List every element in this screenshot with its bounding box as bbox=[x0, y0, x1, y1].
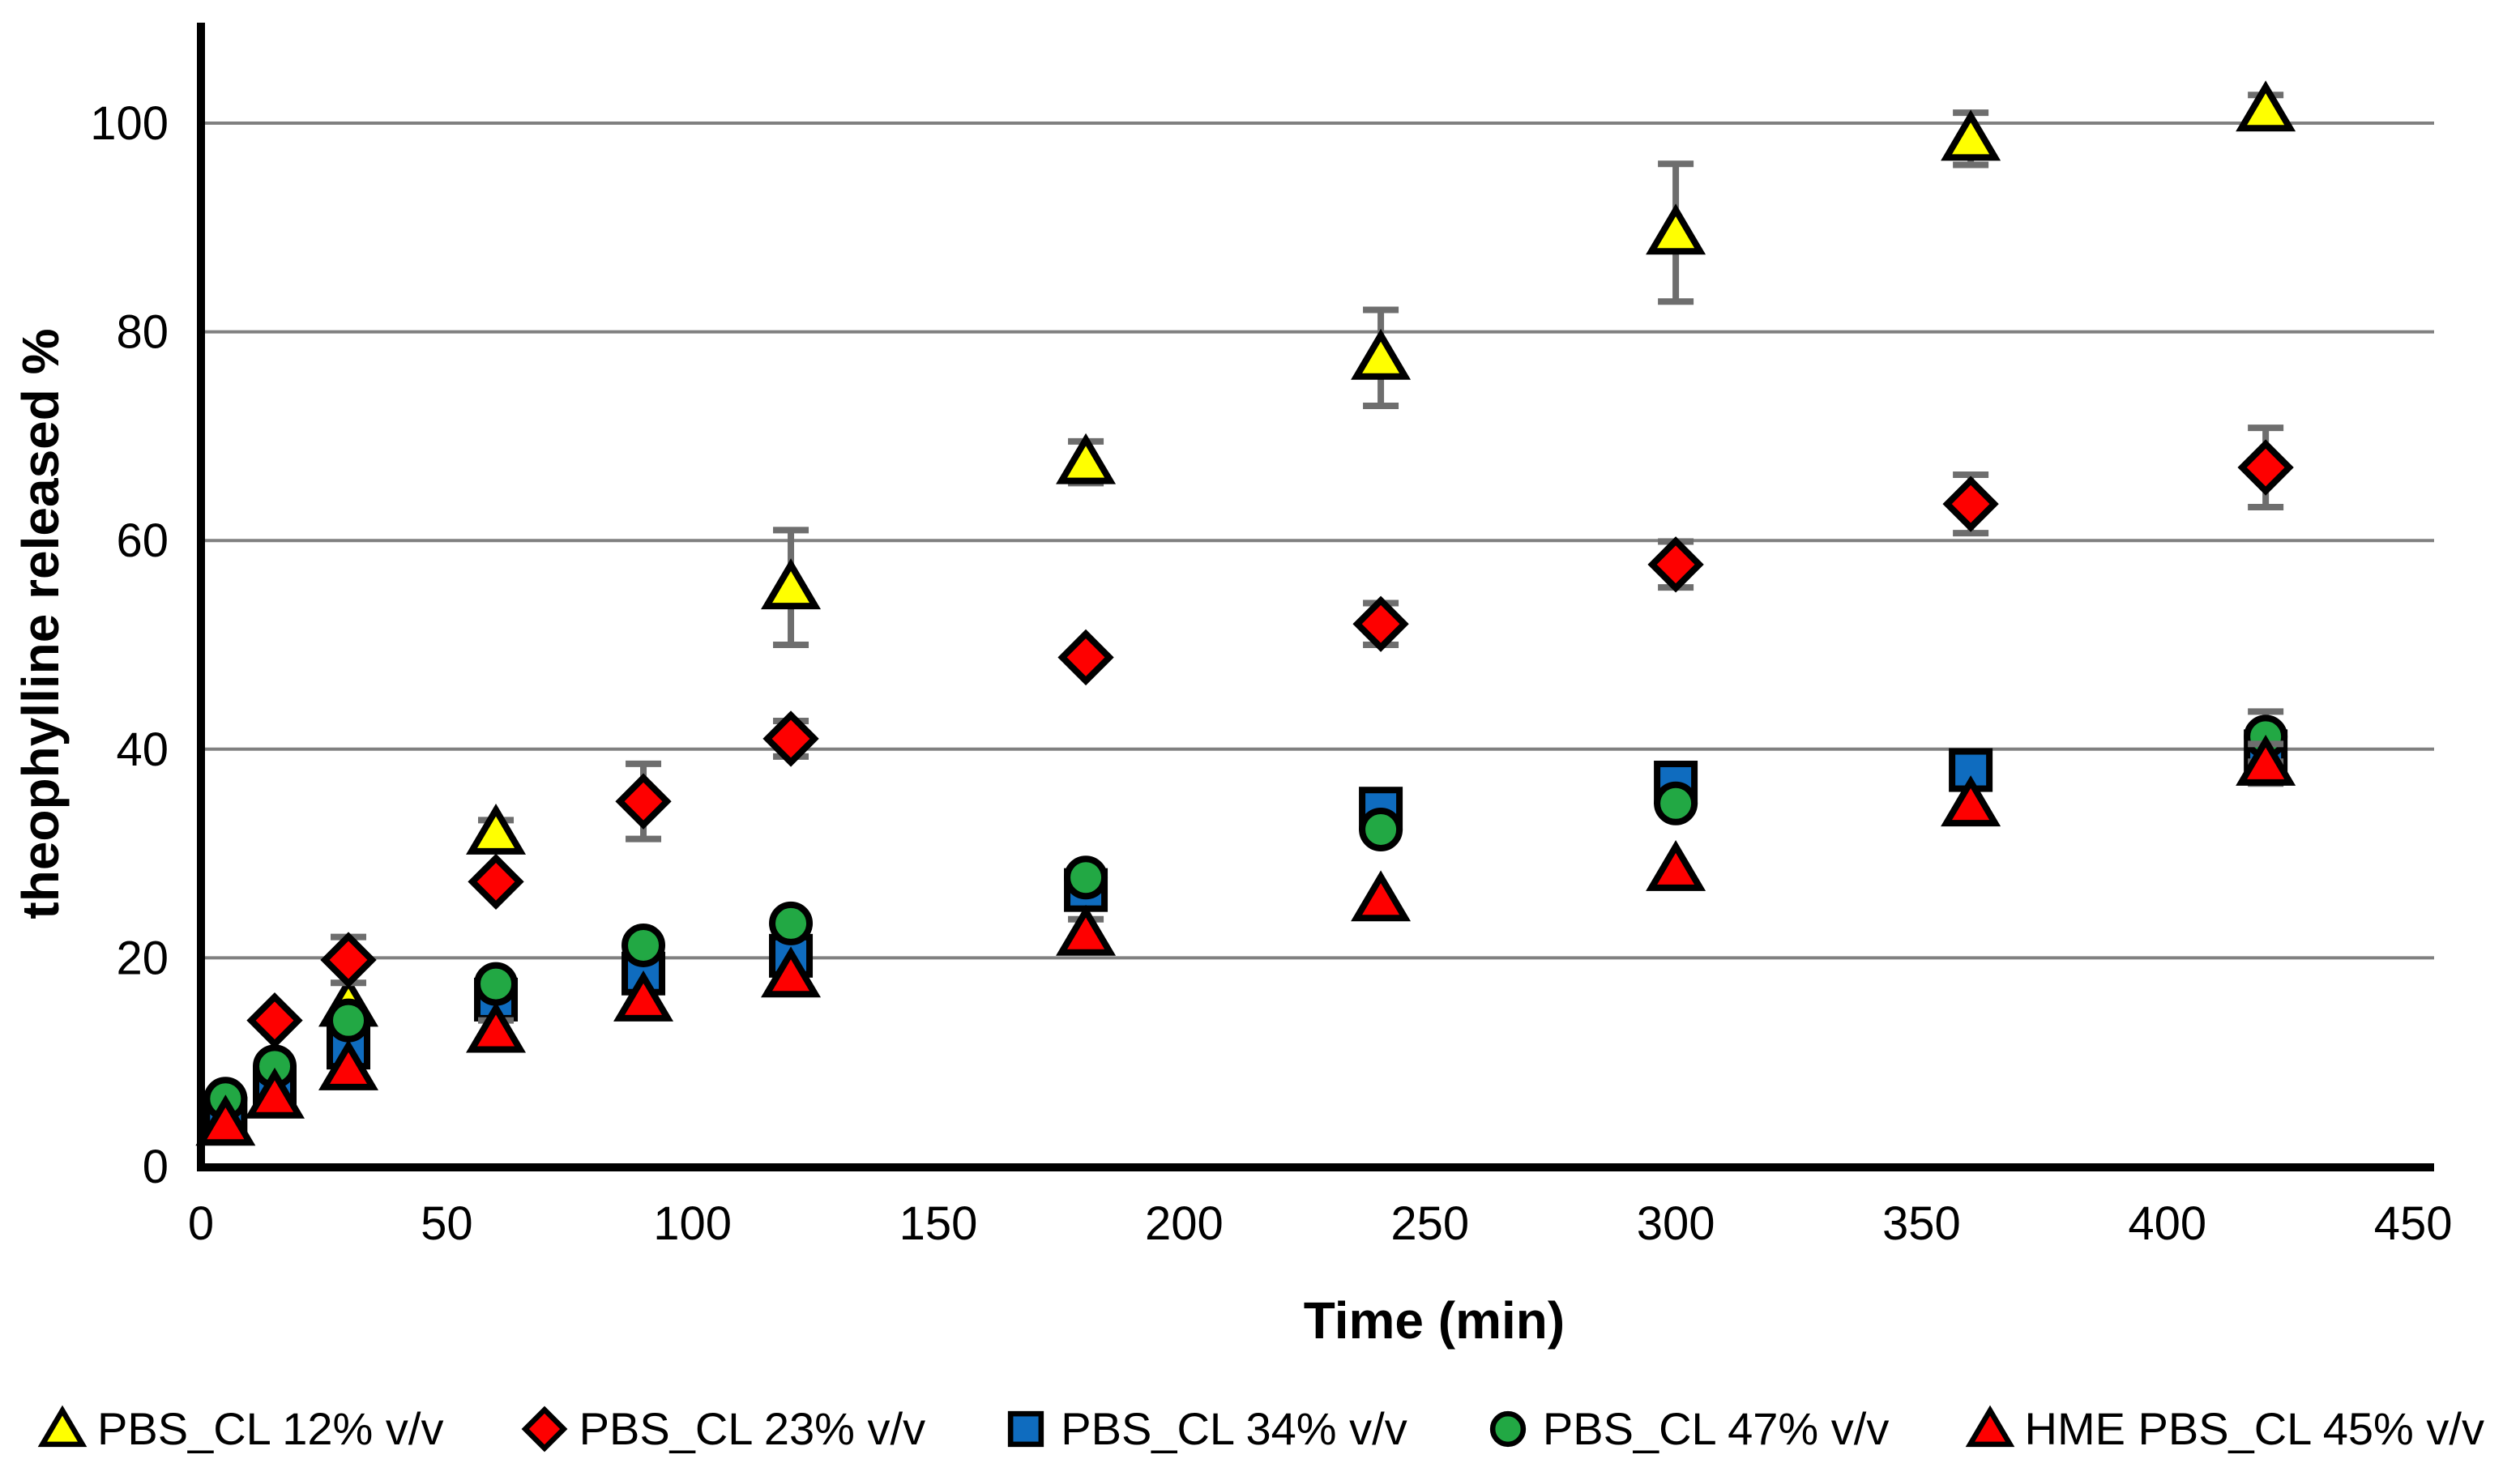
legend-marker-triangle-icon bbox=[37, 1405, 88, 1448]
data-point bbox=[195, 1094, 256, 1146]
y-axis-tick-labels: 0 20 40 60 80 100 bbox=[90, 97, 169, 1193]
series-hme-pbs-cl-45-v-v bbox=[195, 734, 2296, 1146]
data-point bbox=[320, 932, 377, 988]
data-point bbox=[1646, 203, 1706, 255]
legend-marker-circle-icon bbox=[1489, 1410, 1527, 1448]
data-point bbox=[1646, 840, 1706, 891]
data-point bbox=[1942, 476, 1999, 532]
legend-marker-diamond-icon bbox=[521, 1406, 568, 1453]
x-tick-label-250: 250 bbox=[1390, 1197, 1469, 1250]
data-point bbox=[1351, 328, 1412, 380]
data-point bbox=[468, 853, 524, 911]
y-tick-label-40: 40 bbox=[116, 723, 169, 776]
data-point bbox=[1064, 855, 1108, 900]
x-tick-label-450: 450 bbox=[2374, 1197, 2453, 1250]
x-tick-label-100: 100 bbox=[653, 1197, 732, 1250]
data-point bbox=[318, 1039, 379, 1090]
data-point bbox=[2236, 734, 2296, 786]
y-tick-label-20: 20 bbox=[116, 932, 169, 984]
data-point bbox=[761, 946, 822, 998]
data-point bbox=[1941, 775, 2001, 827]
data-point bbox=[1359, 807, 1403, 851]
data-point bbox=[1647, 536, 1704, 593]
y-axis-title: theophylline released % bbox=[11, 328, 70, 919]
data-point bbox=[474, 962, 519, 1006]
data-point bbox=[621, 923, 666, 967]
x-tick-label-400: 400 bbox=[2128, 1197, 2206, 1250]
series-pbs-cl-12-v-v bbox=[318, 80, 2296, 1027]
data-point bbox=[1056, 904, 1117, 956]
data-point bbox=[762, 710, 819, 767]
data-point bbox=[2237, 439, 2294, 496]
gridlines bbox=[197, 122, 2434, 960]
x-tick-label-150: 150 bbox=[899, 1197, 978, 1250]
x-tick-label-0: 0 bbox=[188, 1197, 214, 1250]
data-point bbox=[327, 998, 371, 1043]
x-tick-label-300: 300 bbox=[1637, 1197, 1715, 1250]
x-tick-label-50: 50 bbox=[421, 1197, 473, 1250]
legend-marker-square-icon bbox=[1008, 1410, 1044, 1448]
legend-label: PBS_CL 34% v/v bbox=[1061, 1403, 1407, 1454]
legend-label: HME PBS_CL 45% v/v bbox=[2024, 1403, 2484, 1454]
data-point bbox=[466, 1001, 527, 1053]
legend-item: PBS_CL 34% v/v bbox=[999, 1402, 1407, 1456]
series-pbs-cl-23-v-v bbox=[246, 424, 2294, 1049]
data-point bbox=[613, 970, 674, 1022]
legend-label: PBS_CL 47% v/v bbox=[1542, 1403, 1890, 1454]
x-axis-tick-labels: 0 50 100 150 200 250 300 350 400 450 bbox=[188, 1197, 2453, 1250]
data-point bbox=[1654, 781, 1698, 825]
data-point bbox=[769, 901, 814, 945]
data-point bbox=[1056, 433, 1117, 484]
legend-item: PBS_CL 12% v/v bbox=[36, 1402, 443, 1456]
data-point bbox=[615, 773, 672, 830]
legend-item: HME PBS_CL 45% v/v bbox=[1963, 1402, 2484, 1456]
data-point bbox=[2236, 80, 2296, 132]
legend-marker-triangle-icon bbox=[1965, 1405, 2014, 1448]
data-point bbox=[1351, 870, 1412, 922]
x-tick-label-350: 350 bbox=[1882, 1197, 1961, 1250]
data-point bbox=[761, 558, 822, 610]
chart-legend: PBS_CL 12% v/v PBS_CL 23% v/v PBS_CL 34% v… bbox=[0, 1382, 2520, 1476]
x-tick-label-200: 200 bbox=[1145, 1197, 1224, 1250]
legend-label: PBS_CL 23% v/v bbox=[579, 1403, 926, 1454]
data-point bbox=[466, 803, 527, 855]
y-tick-label-60: 60 bbox=[116, 514, 169, 567]
y-tick-label-0: 0 bbox=[143, 1141, 169, 1193]
y-tick-label-100: 100 bbox=[90, 97, 169, 150]
data-series-layer bbox=[195, 80, 2296, 1146]
data-point bbox=[1057, 629, 1114, 686]
legend-item: PBS_CL 47% v/v bbox=[1481, 1402, 1889, 1456]
x-axis-title: Time (min) bbox=[1304, 1291, 1565, 1350]
data-point bbox=[1352, 595, 1409, 652]
axes bbox=[197, 23, 2434, 1171]
data-point bbox=[245, 1067, 305, 1119]
legend-item: PBS_CL 23% v/v bbox=[518, 1402, 925, 1456]
legend-label: PBS_CL 12% v/v bbox=[97, 1403, 444, 1454]
data-point bbox=[1941, 109, 2001, 161]
data-point bbox=[246, 992, 303, 1049]
y-tick-label-80: 80 bbox=[116, 306, 169, 359]
